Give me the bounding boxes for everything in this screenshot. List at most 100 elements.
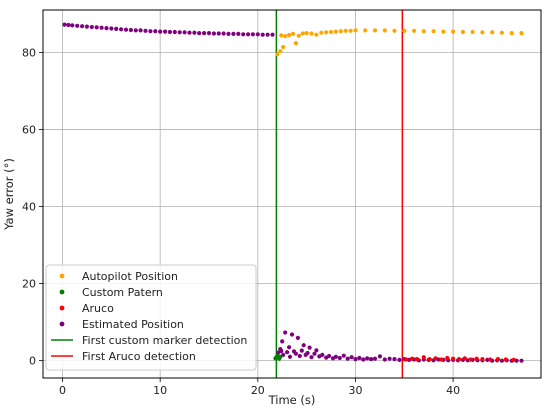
point-autopilot-position: [412, 28, 417, 33]
point-aruco: [511, 357, 516, 362]
point-estimated-position: [279, 348, 284, 354]
legend-label-first-aruco-detection: First Aruco detection: [82, 350, 196, 363]
point-estimated-position: [75, 23, 80, 28]
x-tick-label: 30: [348, 384, 362, 397]
point-autopilot-position: [283, 34, 288, 39]
point-autopilot-position: [441, 29, 446, 34]
point-estimated-position: [361, 357, 366, 362]
point-estimated-position: [128, 27, 133, 33]
point-estimated-position: [236, 31, 241, 36]
point-estimated-position: [260, 32, 265, 37]
point-estimated-position: [397, 357, 402, 362]
point-estimated-position: [70, 23, 75, 28]
y-tick-label: 60: [22, 123, 36, 136]
legend-marker-estimated-position: [59, 321, 65, 327]
point-aruco: [439, 357, 444, 362]
point-estimated-position: [307, 345, 312, 350]
point-estimated-position: [333, 354, 338, 359]
point-autopilot-position: [287, 32, 292, 38]
point-aruco: [427, 357, 432, 362]
point-aruco: [488, 357, 493, 362]
point-autopilot-position: [460, 29, 465, 35]
point-autopilot-position: [480, 30, 485, 35]
point-autopilot-position: [372, 28, 378, 33]
point-estimated-position: [138, 28, 143, 33]
point-autopilot-position: [509, 30, 514, 36]
point-estimated-position: [372, 356, 378, 361]
point-estimated-position: [84, 24, 89, 29]
point-estimated-position: [285, 350, 290, 355]
point-estimated-position: [153, 29, 158, 34]
point-autopilot-position: [499, 30, 504, 35]
point-autopilot-position: [348, 28, 353, 33]
point-estimated-position: [202, 30, 207, 36]
point-aruco: [414, 357, 420, 362]
point-estimated-position: [119, 27, 124, 32]
point-estimated-position: [163, 29, 168, 34]
point-estimated-position: [197, 30, 202, 36]
point-estimated-position: [289, 332, 295, 337]
point-estimated-position: [327, 353, 332, 359]
x-tick-label: 0: [59, 384, 66, 397]
data-points: [62, 22, 524, 363]
point-aruco: [462, 356, 467, 361]
point-autopilot-position: [324, 30, 329, 35]
point-aruco: [456, 357, 462, 362]
point-estimated-position: [357, 355, 362, 361]
point-autopilot-position: [519, 30, 524, 36]
point-autopilot-position: [309, 31, 314, 36]
point-estimated-position: [270, 32, 275, 37]
point-estimated-position: [392, 357, 397, 362]
legend-label-first-custom-marker-detection: First custom marker detection: [82, 334, 247, 347]
point-estimated-position: [382, 357, 387, 362]
point-estimated-position: [349, 355, 354, 360]
x-axis-label: Time (s): [268, 393, 316, 407]
legend-label-estimated-position: Estimated Position: [82, 318, 184, 331]
y-ticks: 0 20 40 60 80: [22, 46, 43, 368]
point-autopilot-position: [329, 29, 334, 35]
point-estimated-position: [365, 356, 370, 361]
point-estimated-position: [206, 30, 212, 36]
point-estimated-position: [211, 31, 216, 36]
point-estimated-position: [287, 354, 293, 359]
point-estimated-position: [519, 358, 524, 363]
point-estimated-position: [192, 30, 197, 35]
point-autopilot-position: [279, 33, 284, 38]
point-autopilot-position: [290, 31, 296, 36]
point-autopilot-position: [363, 28, 368, 33]
legend-marker-autopilot-position: [59, 273, 65, 279]
plot-frame: [42, 9, 542, 379]
point-estimated-position: [231, 31, 236, 36]
point-autopilot-position: [300, 31, 305, 36]
legend-marker-custom-patern: [59, 289, 65, 295]
point-estimated-position: [109, 26, 114, 31]
point-estimated-position: [167, 29, 172, 35]
point-estimated-position: [387, 356, 392, 361]
point-aruco: [480, 357, 485, 362]
point-estimated-position: [341, 353, 346, 358]
point-autopilot-position: [353, 28, 358, 33]
x-tick-label: 10: [153, 384, 167, 397]
point-aruco: [468, 357, 473, 362]
point-estimated-position: [345, 356, 350, 361]
point-estimated-position: [337, 355, 342, 361]
y-tick-label: 40: [22, 201, 36, 214]
point-estimated-position: [177, 30, 182, 35]
point-estimated-position: [320, 352, 325, 357]
point-estimated-position: [295, 335, 300, 340]
point-estimated-position: [216, 31, 221, 36]
point-estimated-position: [104, 26, 109, 31]
point-estimated-position: [353, 357, 358, 362]
point-autopilot-position: [451, 29, 456, 34]
point-estimated-position: [172, 29, 177, 35]
point-custom-patern: [278, 354, 283, 359]
point-autopilot-position: [343, 28, 348, 33]
point-estimated-position: [241, 32, 246, 37]
point-autopilot-position: [402, 28, 407, 33]
point-estimated-position: [187, 30, 192, 35]
point-estimated-position: [62, 22, 67, 27]
point-estimated-position: [287, 345, 292, 350]
point-estimated-position: [280, 339, 285, 344]
point-estimated-position: [66, 22, 71, 28]
y-tick-label: 20: [22, 278, 36, 291]
